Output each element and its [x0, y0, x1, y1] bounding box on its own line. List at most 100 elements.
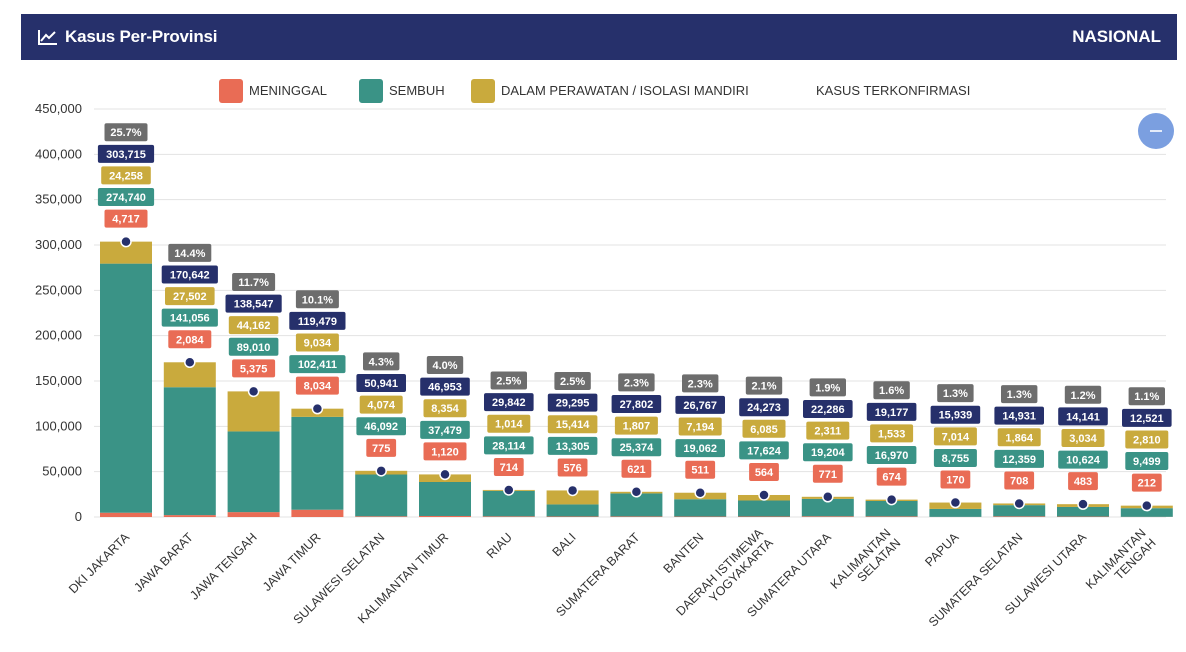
- total-marker[interactable]: [1141, 499, 1153, 512]
- bar-segment-sembuh[interactable]: [929, 508, 982, 517]
- meninggal-label: 511: [691, 465, 709, 477]
- confirmed-label: 15,939: [939, 410, 973, 422]
- bar-segment-meninggal[interactable]: [738, 516, 790, 517]
- bar-segment-perawatan[interactable]: [100, 241, 152, 264]
- legend-swatch[interactable]: [219, 79, 243, 103]
- total-marker[interactable]: [1013, 497, 1025, 510]
- bar-segment-sembuh[interactable]: [546, 504, 599, 517]
- bar-segment-sembuh[interactable]: [291, 416, 344, 510]
- sembuh-label: 16,970: [875, 450, 909, 462]
- total-marker[interactable]: [184, 356, 196, 369]
- percent-label-box: [232, 272, 276, 291]
- bar-segment-meninggal[interactable]: [801, 516, 854, 517]
- legend-label[interactable]: KASUS TERKONFIRMASI: [816, 83, 970, 98]
- meninggal-label-box: [168, 330, 212, 349]
- total-marker[interactable]: [949, 496, 962, 509]
- scope-label-nasional[interactable]: NASIONAL: [1072, 27, 1161, 46]
- legend-label[interactable]: SEMBUH: [389, 83, 445, 98]
- meninggal-label: 775: [372, 443, 390, 455]
- perawatan-label-box: [997, 428, 1041, 447]
- x-category-label: BANTEN: [661, 530, 707, 576]
- total-marker[interactable]: [630, 486, 643, 498]
- bar-segment-sembuh[interactable]: [100, 263, 152, 513]
- total-marker[interactable]: [1077, 498, 1089, 510]
- meninggal-label-box: [423, 442, 467, 461]
- legend-label[interactable]: MENINGGAL: [249, 83, 327, 98]
- bar-segment-sembuh[interactable]: [163, 387, 216, 516]
- total-marker[interactable]: [885, 493, 898, 506]
- legend-swatch[interactable]: [359, 79, 383, 103]
- bar-segment-meninggal[interactable]: [355, 516, 408, 517]
- perawatan-label-box: [1061, 428, 1105, 447]
- bar-segment-perawatan[interactable]: [546, 490, 599, 505]
- bar-segment-meninggal[interactable]: [100, 512, 152, 517]
- legend-swatch[interactable]: [471, 79, 495, 103]
- confirmed-label: 119,479: [298, 316, 337, 328]
- sembuh-label-box: [228, 337, 279, 356]
- total-marker[interactable]: [758, 489, 770, 501]
- confirmed-label: 26,767: [683, 400, 717, 412]
- x-category-label: DKI JAKARTA: [66, 530, 133, 597]
- percent-label-box: [295, 290, 339, 309]
- sembuh-label: 9,499: [1133, 456, 1161, 468]
- meninggal-label-box: [685, 460, 716, 479]
- confirmed-label: 138,547: [234, 299, 274, 311]
- confirmed-label: 27,802: [620, 399, 654, 411]
- total-marker[interactable]: [694, 486, 706, 499]
- bar-segment-meninggal[interactable]: [227, 512, 280, 517]
- total-marker[interactable]: [503, 484, 515, 496]
- bar-segment-sembuh[interactable]: [610, 493, 663, 517]
- sembuh-label-box: [289, 355, 346, 374]
- bar-segment-meninggal[interactable]: [993, 516, 1046, 517]
- confirmed-label-box: [161, 265, 218, 284]
- meninggal-label: 483: [1074, 476, 1092, 488]
- percent-label: 1.3%: [1007, 389, 1032, 401]
- x-category-label: JAWA TIMUR: [260, 530, 324, 594]
- bar-segment-sembuh[interactable]: [419, 482, 471, 516]
- bar-segment-sembuh[interactable]: [801, 498, 854, 517]
- bar-segment-meninggal[interactable]: [163, 515, 216, 517]
- bar-segment-sembuh[interactable]: [674, 499, 727, 517]
- bar-segment-meninggal[interactable]: [610, 516, 663, 517]
- confirmed-label-box: [930, 405, 981, 424]
- bar-segment-sembuh[interactable]: [993, 505, 1046, 517]
- bar-segment-perawatan[interactable]: [227, 391, 280, 432]
- bar-segment-sembuh[interactable]: [1120, 508, 1173, 517]
- bar-segment-meninggal[interactable]: [546, 516, 599, 517]
- x-category-label: JAWA TENGAH: [187, 530, 259, 602]
- total-marker[interactable]: [566, 484, 579, 497]
- meninggal-label-box: [366, 438, 397, 457]
- total-marker[interactable]: [439, 468, 451, 481]
- confirmed-label: 19,177: [875, 407, 909, 419]
- bar-segment-sembuh[interactable]: [227, 431, 280, 513]
- perawatan-label-box: [228, 316, 279, 335]
- bar-segment-meninggal[interactable]: [291, 509, 344, 517]
- bar-segment-meninggal[interactable]: [419, 515, 471, 517]
- total-marker[interactable]: [822, 491, 834, 503]
- bar-segment-meninggal[interactable]: [482, 516, 535, 517]
- meninggal-label-box: [1004, 471, 1035, 490]
- percent-label: 4.0%: [432, 360, 457, 372]
- bar-segment-meninggal[interactable]: [865, 516, 918, 517]
- percent-label-box: [426, 356, 464, 375]
- total-marker[interactable]: [247, 385, 260, 398]
- legend-label[interactable]: DALAM PERAWATAN / ISOLASI MANDIRI: [501, 83, 749, 98]
- bar-segment-sembuh[interactable]: [355, 474, 408, 517]
- x-category-label: PAPUA: [922, 530, 962, 570]
- sembuh-label-box: [803, 443, 853, 462]
- bar-segment-sembuh[interactable]: [865, 501, 918, 517]
- confirmed-label: 12,521: [1130, 413, 1164, 425]
- bar-segment-sembuh[interactable]: [1057, 506, 1109, 517]
- x-category-label: BALI: [550, 530, 579, 559]
- total-marker[interactable]: [120, 235, 132, 248]
- percent-label: 14.4%: [174, 248, 205, 260]
- perawatan-label-box: [101, 166, 151, 185]
- y-tick-label: 0: [75, 509, 82, 524]
- confirmed-label-box: [611, 394, 662, 413]
- confirmed-label: 29,842: [492, 397, 526, 409]
- total-marker[interactable]: [375, 465, 387, 477]
- total-marker[interactable]: [311, 402, 324, 415]
- percent-label: 2.5%: [560, 376, 585, 388]
- x-category-label-line: RIAU: [484, 530, 515, 561]
- bar-segment-sembuh[interactable]: [738, 500, 790, 517]
